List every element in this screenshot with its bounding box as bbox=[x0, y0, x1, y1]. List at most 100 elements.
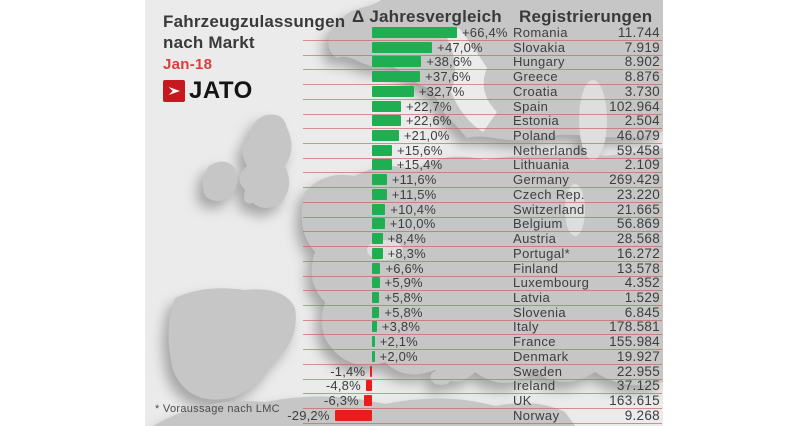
europe-map bbox=[153, 0, 663, 426]
change-label: +38,6% bbox=[426, 54, 473, 70]
table-row: +11,6% Germany 269.429 bbox=[145, 172, 663, 189]
row-separator bbox=[303, 157, 662, 159]
row-separator bbox=[303, 334, 662, 336]
row-separator bbox=[303, 40, 662, 41]
registrations-value: 28.568 bbox=[616, 231, 660, 247]
table-row: -29,2% Norway 9.268 bbox=[145, 407, 663, 424]
change-bar bbox=[372, 321, 377, 333]
registrations-value: 59.458 bbox=[616, 142, 660, 158]
change-bar bbox=[372, 159, 392, 171]
change-label: +15,4% bbox=[396, 157, 443, 173]
country-label: Latvia bbox=[513, 289, 551, 305]
registrations-value: 2.109 bbox=[624, 157, 660, 173]
table-row: +5,8% Slovenia 6.845 bbox=[145, 305, 663, 321]
registrations-value: 16.272 bbox=[616, 245, 660, 261]
change-bar bbox=[372, 115, 401, 127]
change-bar bbox=[365, 380, 372, 392]
period-label: Jan-18 bbox=[163, 56, 213, 73]
country-label: Luxembourg bbox=[513, 275, 590, 291]
registrations-value: 22.955 bbox=[616, 363, 660, 379]
change-bar bbox=[372, 144, 392, 156]
change-bar bbox=[372, 85, 414, 97]
country-label: Austria bbox=[513, 231, 557, 247]
table-row: +22,7% Spain 102.964 bbox=[145, 98, 663, 115]
registrations-value: 2.504 bbox=[624, 113, 660, 129]
change-label: +2,1% bbox=[379, 334, 418, 350]
row-separator bbox=[303, 349, 662, 351]
country-label: Denmark bbox=[513, 348, 569, 364]
table-row: +15,6% Netherlands 59.458 bbox=[145, 142, 663, 159]
change-label: +10,4% bbox=[390, 201, 436, 217]
column-header-change: Δ Jahresvergleich bbox=[352, 7, 502, 26]
registrations-value: 178.581 bbox=[609, 319, 660, 335]
table-row: +37,6% Greece 8.876 bbox=[145, 69, 663, 86]
registrations-value: 37.125 bbox=[616, 378, 660, 394]
registrations-value: 13.578 bbox=[616, 260, 660, 276]
country-label: Lithuania bbox=[513, 157, 570, 173]
change-bar bbox=[372, 130, 399, 142]
country-label: Netherlands bbox=[513, 142, 588, 158]
change-bar bbox=[372, 41, 433, 53]
change-bar bbox=[334, 409, 372, 421]
registrations-value: 1.529 bbox=[624, 289, 660, 305]
country-label: Finland bbox=[513, 260, 559, 276]
change-label: +8,3% bbox=[387, 245, 426, 261]
change-bar bbox=[372, 56, 422, 68]
change-bar bbox=[363, 395, 372, 406]
table-row: +8,3% Portugal* 16.272 bbox=[145, 245, 663, 262]
change-label: +37,6% bbox=[425, 69, 471, 85]
change-label: +22,7% bbox=[406, 98, 452, 114]
change-bar bbox=[372, 203, 386, 215]
change-bar bbox=[372, 100, 402, 112]
map-ireland bbox=[202, 161, 238, 201]
registrations-value: 155.984 bbox=[609, 334, 660, 350]
table-row: +6,6% Finland 13.578 bbox=[145, 260, 663, 277]
country-label: Sweden bbox=[513, 363, 563, 379]
change-bar bbox=[372, 262, 381, 274]
country-label: Ireland bbox=[513, 378, 556, 394]
row-separator bbox=[303, 304, 662, 306]
change-bar bbox=[370, 365, 372, 377]
registrations-value: 11.744 bbox=[617, 25, 660, 40]
row-separator bbox=[303, 84, 662, 86]
country-label: Greece bbox=[513, 69, 559, 85]
country-label: Germany bbox=[513, 172, 570, 188]
change-label: +5,9% bbox=[384, 275, 423, 291]
country-label: Portugal* bbox=[513, 245, 571, 261]
table-row: +22,6% Estonia 2.504 bbox=[145, 113, 663, 130]
country-label: UK bbox=[513, 393, 532, 408]
country-label: Poland bbox=[513, 128, 556, 144]
row-separator bbox=[303, 378, 662, 380]
registrations-value: 21.665 bbox=[616, 201, 660, 217]
table-row: +5,9% Luxembourg 4.352 bbox=[145, 275, 663, 292]
country-label: Italy bbox=[513, 319, 539, 335]
row-separator bbox=[303, 260, 662, 262]
page-title-line2: nach Markt bbox=[163, 33, 255, 52]
table-row: +2,1% France 155.984 bbox=[145, 334, 663, 351]
table-row: +11,5% Czech Rep. 23.220 bbox=[145, 187, 663, 203]
change-label: +10,0% bbox=[389, 216, 436, 232]
table-row: +3,8% Italy 178.581 bbox=[145, 319, 663, 336]
table-row: +10,4% Switzerland 21.665 bbox=[145, 201, 663, 218]
jato-logo: JATO bbox=[163, 79, 345, 103]
row-separator bbox=[303, 128, 662, 130]
row-separator bbox=[303, 290, 662, 292]
change-bar bbox=[372, 218, 385, 230]
row-separator bbox=[303, 231, 662, 233]
row-separator bbox=[303, 246, 662, 248]
registrations-value: 8.876 bbox=[624, 69, 660, 85]
change-label: -6,3% bbox=[323, 393, 359, 408]
title-block: Fahrzeugzulassungen nach Markt Jan-18 JA… bbox=[163, 11, 345, 103]
row-separator bbox=[303, 69, 662, 71]
column-header-registrations: Registrierungen bbox=[519, 7, 653, 26]
row-separator bbox=[303, 393, 662, 395]
change-label: -1,4% bbox=[330, 363, 366, 379]
change-label: -4,8% bbox=[325, 378, 361, 394]
table-row: -6,3% UK 163.615 bbox=[145, 393, 663, 409]
country-label: Belgium bbox=[513, 216, 563, 232]
row-separator bbox=[303, 143, 662, 145]
country-label: Norway bbox=[513, 407, 560, 423]
country-label: Hungary bbox=[513, 54, 565, 70]
row-separator bbox=[303, 201, 662, 203]
map-iberia bbox=[168, 288, 296, 400]
